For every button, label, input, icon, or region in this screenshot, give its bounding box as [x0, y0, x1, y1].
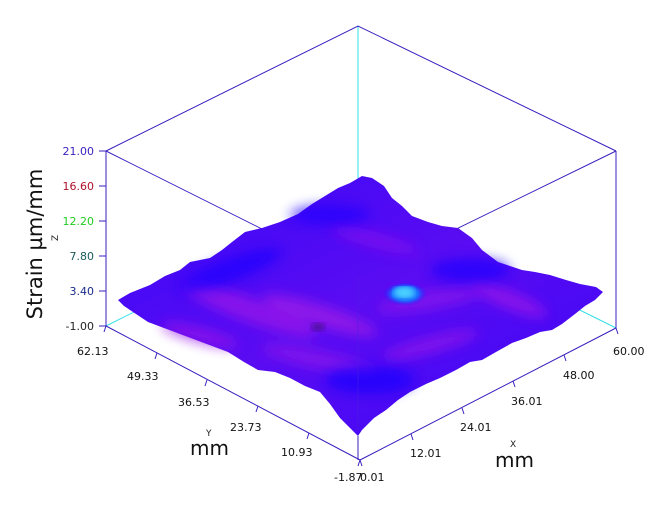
- strain-surface: [118, 176, 603, 436]
- y-axis-labels: 62.13 49.33 36.53 23.73 10.93 -1.87 Y mm: [77, 345, 362, 484]
- y-axis-letter: Y: [205, 429, 212, 439]
- x-tick-label: 36.01: [511, 395, 543, 408]
- z-tick-label: -1.00: [66, 320, 94, 333]
- y-tick-label: 49.33: [127, 370, 159, 383]
- box-front-edges: [105, 151, 617, 461]
- y-axis-ticks: [103, 325, 361, 467]
- y-tick-label: 23.73: [230, 421, 262, 434]
- x-tick-label: 48.00: [563, 369, 595, 382]
- z-tick-label: 3.40: [70, 285, 95, 298]
- z-axis-letter: Z: [51, 235, 61, 241]
- z-tick-label: 16.60: [63, 180, 95, 193]
- x-tick-label: 24.01: [460, 421, 492, 434]
- z-tick-label: 7.80: [70, 250, 95, 263]
- y-tick-label: 10.93: [281, 446, 313, 459]
- y-axis-unit: mm: [190, 436, 229, 460]
- y-tick-label: -1.87: [334, 471, 362, 484]
- x-tick-label: 12.01: [410, 447, 442, 460]
- z-tick-label: 21.00: [63, 145, 95, 158]
- x-axis-ticks: [359, 327, 619, 467]
- x-axis-unit: mm: [495, 448, 534, 472]
- y-tick-label: 62.13: [77, 345, 109, 358]
- x-axis-labels: 0.01 12.01 24.01 36.01 48.00 60.00 X mm: [360, 345, 645, 484]
- y-tick-label: 36.53: [178, 396, 210, 409]
- x-tick-label: 60.00: [613, 345, 645, 358]
- x-axis-letter: X: [510, 440, 516, 450]
- z-axis-labels: 21.00 16.60 12.20 7.80 3.40 -1.00 Z: [51, 145, 94, 333]
- z-axis-ticks: [99, 150, 106, 327]
- x-tick-label: 0.01: [360, 471, 385, 484]
- z-tick-label: 12.20: [63, 215, 95, 228]
- z-axis-title: Strain µm/mm: [23, 169, 47, 320]
